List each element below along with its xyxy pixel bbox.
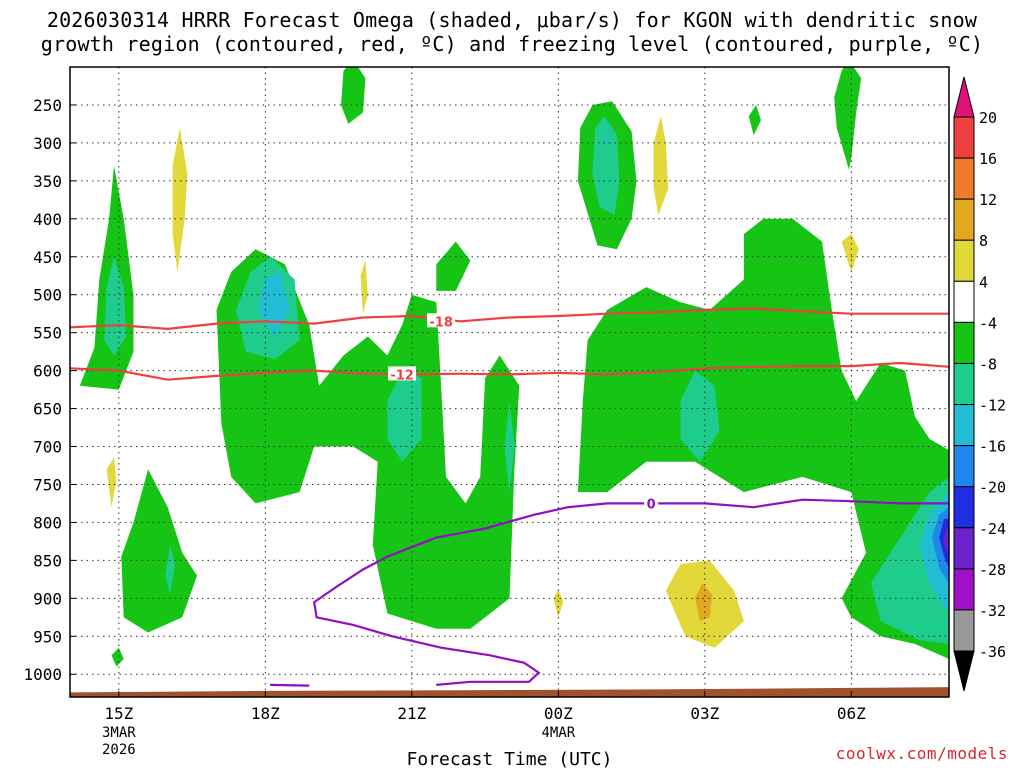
colorbar-band-6 bbox=[953, 321, 975, 364]
colorbar-label-3: 8 bbox=[979, 232, 988, 250]
omega-region-purple-core-07z-800 bbox=[943, 528, 949, 553]
y-tick-label-400: 400 bbox=[33, 210, 62, 229]
omega-region-yellow-spot-06z-430 bbox=[841, 234, 859, 272]
x-tick-sublabel1-15Z: 3MAR bbox=[102, 725, 136, 741]
omega-region-yellow-vert-02z bbox=[653, 116, 669, 215]
y-tick-label-700: 700 bbox=[33, 438, 62, 457]
colorbar-label-7: -12 bbox=[979, 397, 1006, 415]
colorbar-label-5: -4 bbox=[979, 314, 997, 332]
dendritic-isotherm--18 bbox=[70, 307, 949, 331]
x-tick-sublabel2-15Z: 2026 bbox=[102, 742, 136, 758]
colorbar-band-7 bbox=[953, 362, 975, 406]
colorbar-label-4: 4 bbox=[979, 273, 988, 291]
omega-region-teal-core-21z-650 bbox=[387, 370, 422, 462]
omega-region-teal-core-0130z bbox=[592, 116, 620, 215]
y-tick-label-850: 850 bbox=[33, 551, 62, 570]
omega-region-green-small-21z-450 bbox=[436, 241, 471, 291]
y-tick-label-950: 950 bbox=[33, 627, 62, 646]
colorbar-label-13: -36 bbox=[979, 643, 1006, 661]
chart-title-line1: 2026030314 HRRR Forecast Omega (shaded, … bbox=[46, 8, 978, 32]
y-tick-label-600: 600 bbox=[33, 362, 62, 381]
y-tick-label-550: 550 bbox=[33, 324, 62, 343]
x-axis-title: Forecast Time (UTC) bbox=[407, 749, 613, 768]
colorbar-label-8: -16 bbox=[979, 438, 1006, 456]
y-tick-label-1000: 1000 bbox=[23, 665, 62, 684]
freezing-level-segment-0 bbox=[270, 683, 310, 687]
isotherm-label-bg--18 bbox=[427, 313, 456, 328]
x-tick-sublabel1-00Z: 4MAR bbox=[541, 725, 575, 741]
colorbar-label-9: -20 bbox=[979, 479, 1006, 497]
y-tick-label-300: 300 bbox=[33, 134, 62, 153]
colorbar-label-0: 20 bbox=[979, 109, 997, 127]
x-tick-label-03Z: 03Z bbox=[690, 704, 719, 723]
omega-region-cyan-spot-0130z bbox=[604, 131, 610, 143]
freezing-level-line bbox=[313, 498, 949, 686]
x-tick-label-06Z: 06Z bbox=[837, 704, 866, 723]
omega-region-green-tall-06z bbox=[834, 67, 862, 170]
colorbar-band-5 bbox=[953, 280, 975, 323]
omega-region-green-ribbon-00z-07z bbox=[577, 218, 949, 660]
colorbar-label-10: -24 bbox=[979, 520, 1006, 538]
x-tick-label-21Z: 21Z bbox=[397, 704, 426, 723]
colorbar-label-1: 16 bbox=[979, 150, 997, 168]
y-tick-label-650: 650 bbox=[33, 400, 62, 419]
colorbar-bottom-arrow bbox=[953, 650, 975, 692]
omega-region-yellow-spot-00z-900 bbox=[553, 589, 564, 618]
plot-content: -18 -12 0 bbox=[70, 67, 949, 697]
colorbar-band-10 bbox=[953, 486, 975, 529]
colorbar-label-6: -8 bbox=[979, 355, 997, 373]
ground-terrain bbox=[70, 687, 949, 697]
x-tick-label-15Z: 15Z bbox=[104, 704, 133, 723]
plot-frame bbox=[69, 66, 950, 698]
colorbar-label-12: -32 bbox=[979, 602, 1006, 620]
omega-region-orange-core-03z-900 bbox=[695, 583, 713, 622]
y-tick-label-250: 250 bbox=[33, 96, 62, 115]
omega-region-teal-sliver-23z bbox=[504, 401, 515, 493]
chart-title-line2: growth region (contoured, red, ºC) and f… bbox=[40, 32, 984, 56]
isotherm-label--12: -12 bbox=[390, 368, 414, 383]
colorbar-band-1 bbox=[953, 116, 975, 159]
colorbar-band-2 bbox=[953, 157, 975, 200]
colorbar-band-9 bbox=[953, 445, 975, 488]
omega-region-teal-core-15z bbox=[104, 256, 127, 356]
omega-region-yellow-small-15z-750 bbox=[106, 457, 117, 508]
x-tick-label-00Z: 00Z bbox=[544, 704, 573, 723]
freezing-level-label: 0 bbox=[647, 497, 656, 512]
colorbar-band-8 bbox=[953, 404, 975, 447]
colorbar-top-arrow bbox=[953, 76, 975, 118]
omega-region-green-spot-15z-975 bbox=[111, 647, 124, 667]
y-tick-label-900: 900 bbox=[33, 589, 62, 608]
colorbar-band-12 bbox=[953, 568, 975, 611]
omega-region-green-spot-0330z bbox=[748, 105, 761, 136]
colorbar-band-3 bbox=[953, 198, 975, 241]
credit-text: coolwx.com/models bbox=[835, 744, 1008, 763]
colorbar-band-13 bbox=[953, 609, 975, 652]
y-tick-label-450: 450 bbox=[33, 248, 62, 267]
freezing-label-bg bbox=[644, 495, 659, 510]
dendritic-isotherm--12 bbox=[70, 361, 949, 381]
x-tick-label-18Z: 18Z bbox=[251, 704, 280, 723]
omega-region-teal-core-03z-650 bbox=[680, 370, 720, 462]
y-tick-label-750: 750 bbox=[33, 475, 62, 494]
colorbar-label-2: 12 bbox=[979, 191, 997, 209]
y-tick-label-800: 800 bbox=[33, 513, 62, 532]
y-tick-label-350: 350 bbox=[33, 172, 62, 191]
omega-region-green-top-20z bbox=[341, 67, 366, 124]
omega-region-yellow-small-20z bbox=[360, 260, 368, 314]
omega-region-green-blob-16z-850 bbox=[121, 469, 197, 633]
omega-region-teal-spot-16z-850 bbox=[165, 545, 175, 595]
isotherm-label--18: -18 bbox=[429, 315, 453, 330]
colorbar-label-11: -28 bbox=[979, 561, 1006, 579]
colorbar-band-11 bbox=[953, 527, 975, 570]
isotherm-label-bg--12 bbox=[388, 366, 417, 381]
omega-region-yellow-blob-16z bbox=[172, 127, 188, 272]
y-tick-label-500: 500 bbox=[33, 286, 62, 305]
colorbar-band-4 bbox=[953, 239, 975, 282]
